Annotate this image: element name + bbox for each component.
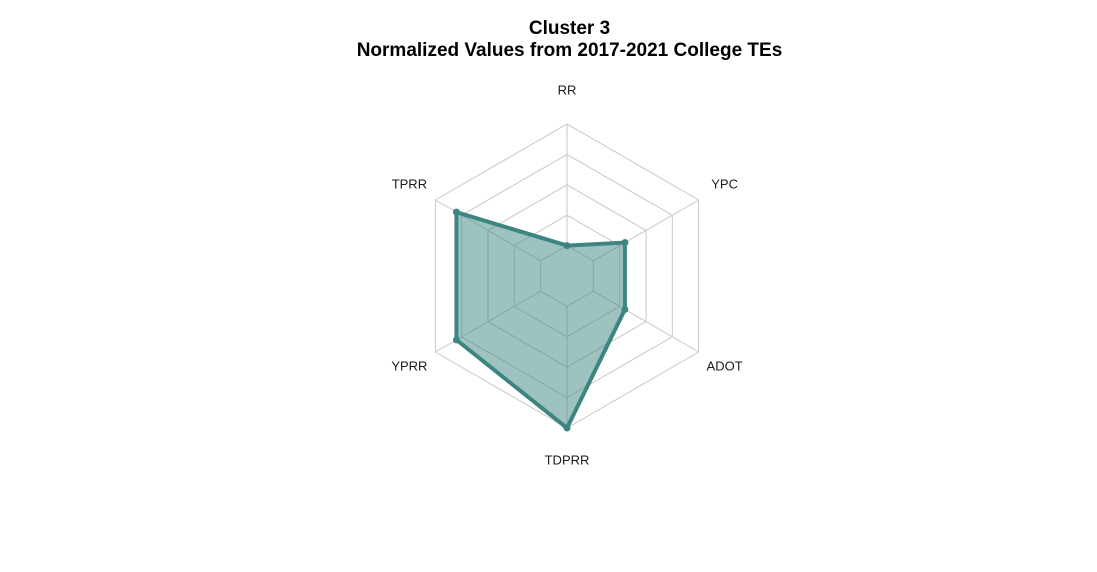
axis-label-adot: ADOT (707, 358, 743, 373)
data-point-tprr (452, 208, 460, 216)
axis-label-rr: RR (558, 82, 577, 97)
chart-title-block: Cluster 3 Normalized Values from 2017-20… (0, 18, 1097, 62)
data-point-ypc (621, 239, 629, 247)
data-point-tdprr (563, 424, 571, 432)
chart-subtitle: Normalized Values from 2017-2021 College… (356, 40, 783, 61)
axis-label-yprr: YPRR (391, 358, 427, 373)
axis-label-tdprr: TDPRR (545, 452, 590, 467)
axis-label-tprr: TPRR (392, 176, 427, 191)
chart-title: Cluster 3 (528, 18, 611, 39)
data-point-adot (621, 305, 629, 313)
data-point-yprr (452, 336, 460, 344)
axis-label-ypc: YPC (711, 176, 738, 191)
radar-data (452, 208, 629, 432)
data-point-rr (563, 242, 571, 250)
series-area-0 (454, 210, 627, 430)
axis-labels: RR YPC ADOT TDPRR YPRR TPRR (391, 82, 742, 467)
